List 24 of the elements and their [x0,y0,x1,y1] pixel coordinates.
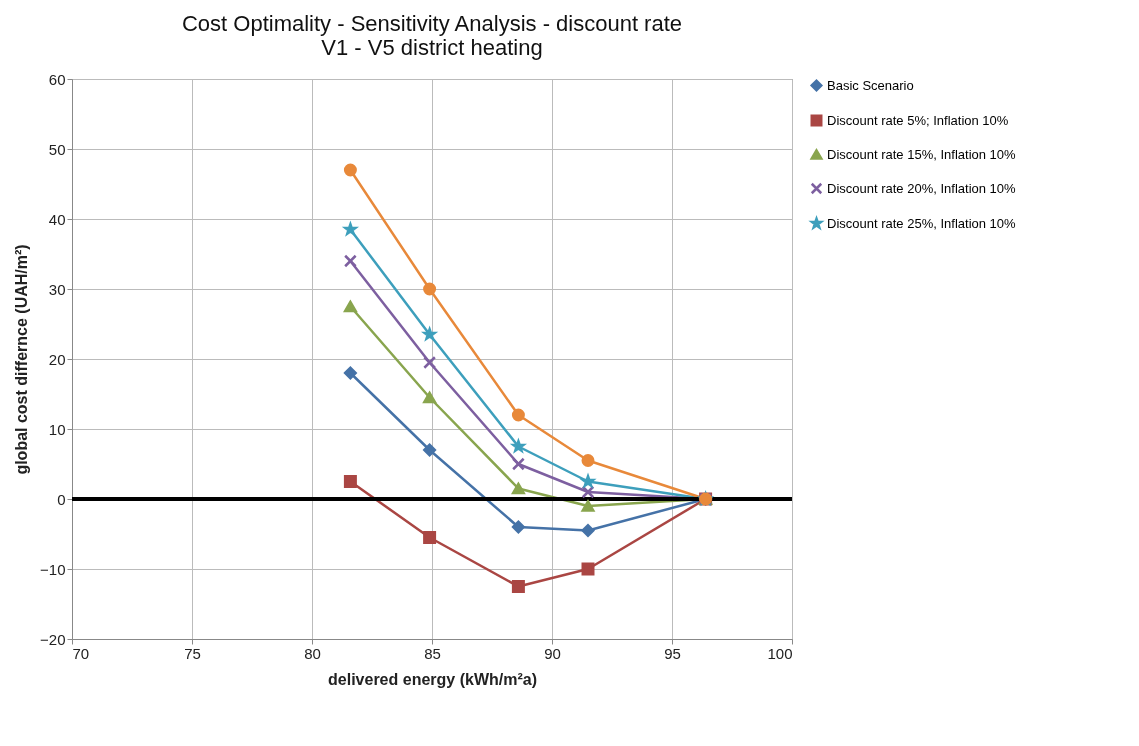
x-tick-label: 85 [424,644,441,662]
x-axis-title: delivered energy (kWh/m²a) [328,670,537,688]
y-tick-label: 40 [48,210,66,228]
y-tick-label: 50 [48,140,66,158]
y-tick-label: 60 [48,70,66,88]
legend-label: Discount rate 15%, Inflation 10% [827,146,1017,162]
y-tick-label: 10 [48,420,66,438]
x-tick-label: 70 [72,644,90,662]
legend-label: Discount rate 25%, Inflation 10% [827,215,1017,231]
legend-label: Discount rate 20%, Inflation 10% [827,180,1017,196]
y-tick-label: −20 [40,630,66,648]
y-axis-title: global cost differnce (UAH/m²) [13,244,31,475]
y-tick-label: 20 [48,350,66,368]
y-tick-label: 30 [48,280,66,298]
x-tick-label: 100 [767,644,793,662]
x-tick-label: 75 [184,644,201,662]
x-tick-label: 90 [544,644,561,662]
y-tick-label: 0 [57,490,66,508]
chart-title: Cost Optimality - Sensitivity Analysis - discount rate V1 - V5 district heating [181,11,683,60]
y-tick-label: −10 [40,560,66,578]
x-tick-label: 95 [664,644,681,662]
x-tick-label: 80 [304,644,321,662]
legend-label: Basic Scenario [827,77,914,93]
legend-label: Discount rate 5%; Inflation 10% [827,112,1009,128]
